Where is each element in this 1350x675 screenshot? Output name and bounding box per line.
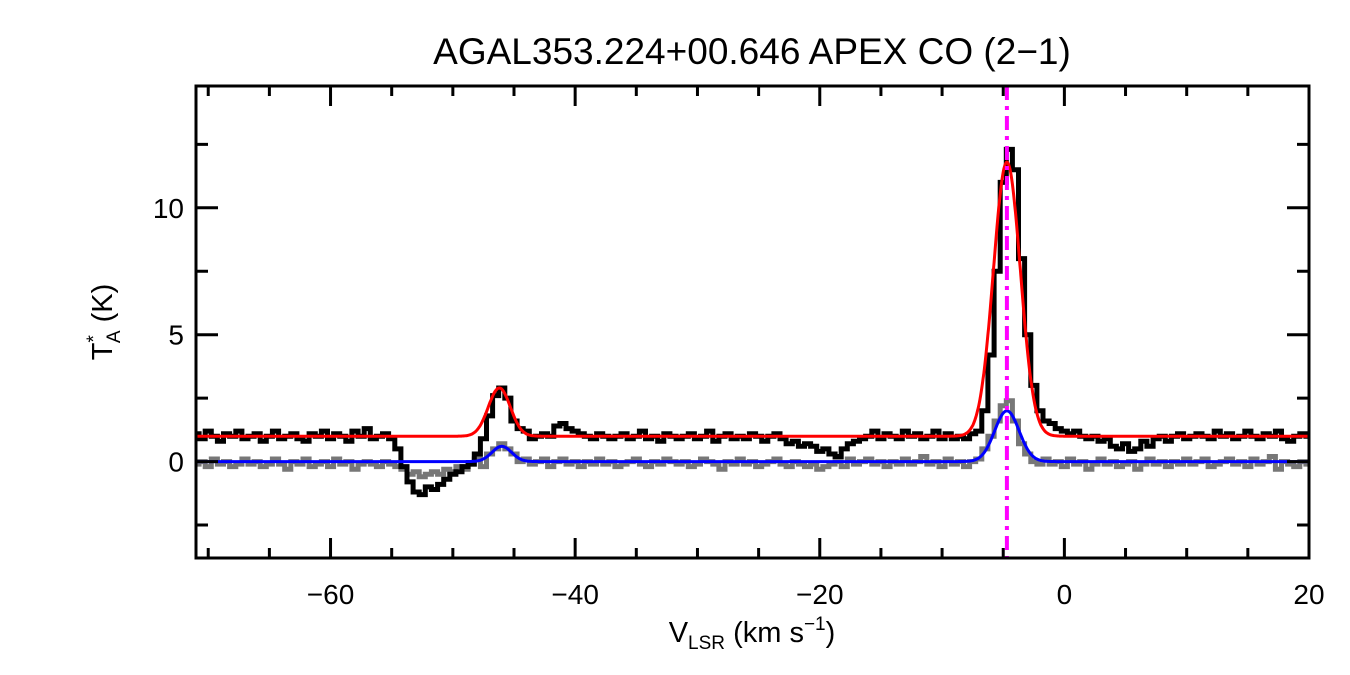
y-axis-title-main: T (87, 342, 119, 360)
x-tick-label: −60 (307, 579, 355, 610)
y-tick-label: 0 (168, 447, 184, 478)
chart-title: AGAL353.224+00.646 APEX CO (2−1) (433, 31, 1071, 72)
x-tick-label: 0 (1057, 579, 1073, 610)
x-tick-label: 20 (1293, 579, 1324, 610)
axis-ticks: −60 −40 −20 0 20 0 5 10 (153, 86, 1325, 610)
fit-curve (196, 160, 1309, 438)
y-axis-title-sup: * (84, 335, 105, 343)
fit-2-curve (196, 409, 1309, 464)
y-axis-title-rest: (K) (87, 284, 119, 331)
x-axis-title-sub: LSR (688, 633, 725, 654)
y-tick-label: 10 (153, 193, 184, 224)
x-axis-title-rest: (km s (725, 617, 804, 649)
spectrum-2-line (196, 398, 1309, 480)
x-axis-title-main: V (669, 617, 689, 649)
y-axis-title-sub: A (104, 330, 125, 343)
spectrum-line (196, 146, 1309, 498)
x-tick-label: −40 (551, 579, 599, 610)
x-axis-title: VLSR (km s−1) (669, 614, 836, 654)
y-tick-label: 5 (168, 320, 184, 351)
y-axis-title: T*A (K) (84, 284, 125, 361)
plot-frame (194, 84, 1311, 560)
plot-area (196, 86, 1309, 558)
x-axis-title-sup: −1 (804, 614, 826, 635)
x-axis-title-end: ) (826, 617, 836, 649)
x-tick-label: −20 (796, 579, 844, 610)
